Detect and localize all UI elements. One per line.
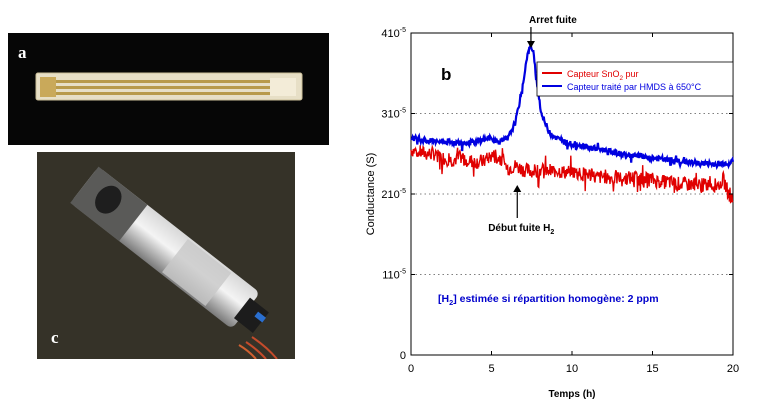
conductance-chart: 0 110-5 210-5 310-5 410-5 0 5 10 15 20 Temps (h) Co… bbox=[365, 15, 739, 400]
annotations: Arret fuite Début fuite H2 [H2] estimée si… bbox=[438, 15, 659, 307]
annotation-h2-estimate: [H2] estimée si répartition homogène: 2 … bbox=[438, 293, 659, 307]
annotation-stop-arrowhead bbox=[526, 41, 535, 48]
series-line-1 bbox=[410, 144, 734, 204]
sensor-substrate-photo bbox=[35, 72, 303, 101]
y-tick-label: 410-5 bbox=[381, 27, 406, 40]
x-tick-label: 15 bbox=[646, 363, 658, 375]
annotation-start-leak: Début fuite H2 bbox=[488, 223, 554, 236]
series-line-2 bbox=[410, 43, 735, 171]
y-tick-label: 0 bbox=[400, 350, 406, 362]
photo-panel-a: a bbox=[8, 33, 329, 145]
annotation-stop-leak: Arret fuite bbox=[529, 15, 577, 26]
x-tick-label: 10 bbox=[566, 363, 578, 375]
series-lines bbox=[410, 43, 735, 204]
panel-label-b: b bbox=[441, 65, 451, 84]
x-axis-label: Temps (h) bbox=[548, 389, 595, 400]
legend-box bbox=[536, 61, 734, 97]
y-tick-label: 310-5 bbox=[381, 108, 406, 121]
legend-entry-2: Capteur traité par HMDS à 650°C bbox=[567, 82, 702, 92]
panel-label-a: a bbox=[18, 43, 27, 62]
y-tick-label: 210-5 bbox=[381, 188, 406, 201]
x-tick-label: 0 bbox=[408, 363, 414, 375]
x-tick-label: 5 bbox=[488, 363, 494, 375]
legend-entry-1: Capteur SnO2 pur bbox=[567, 69, 639, 82]
panel-label-c: c bbox=[51, 328, 59, 347]
x-tick-label: 20 bbox=[727, 363, 739, 375]
y-axis-label: Conductance (S) bbox=[365, 153, 377, 236]
sensor-housing-photo bbox=[37, 152, 295, 359]
axes: 0 110-5 210-5 310-5 410-5 0 5 10 15 20 Temps (h) Co… bbox=[365, 27, 739, 400]
annotation-start-arrowhead bbox=[513, 185, 522, 192]
photo-panel-c: c bbox=[37, 152, 295, 359]
y-tick-label: 110-5 bbox=[382, 269, 406, 282]
